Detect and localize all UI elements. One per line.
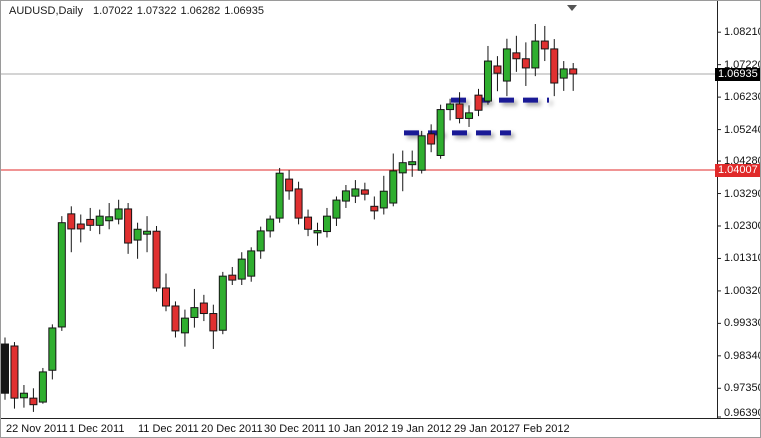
time-axis-label: 22 Nov 2011 xyxy=(6,423,68,435)
price-axis-label: 1.08210 xyxy=(724,26,761,39)
chart-title: AUDUSD,Daily 1.07022 1.07322 1.06282 1.06935 xyxy=(9,5,268,17)
candle-body xyxy=(313,230,322,234)
candle-body xyxy=(493,65,502,74)
candle-body xyxy=(114,208,123,220)
candle-body xyxy=(427,133,436,145)
candle-body xyxy=(218,275,227,331)
candle-body xyxy=(143,230,152,235)
candle-body xyxy=(247,250,256,277)
candle-body xyxy=(455,103,464,119)
price-axis-label: 0.97350 xyxy=(724,382,761,395)
time-axis-label: 20 Dec 2011 xyxy=(201,423,263,435)
candle-body xyxy=(465,112,474,119)
candle-body xyxy=(502,48,511,82)
candle-body xyxy=(417,135,426,171)
candle-body xyxy=(133,228,142,241)
current-price-box: 1.06935 xyxy=(715,67,760,81)
price-axis-label: 1.05240 xyxy=(724,123,761,136)
candle-body xyxy=(322,215,331,233)
candle-body xyxy=(228,274,237,281)
candle-body xyxy=(10,345,19,399)
price-axis-label: 0.96390 xyxy=(724,407,761,419)
price-axis-label: 0.99330 xyxy=(724,317,761,330)
candle-body xyxy=(124,208,133,244)
candle-body xyxy=(294,188,303,219)
high-value: 1.07322 xyxy=(136,5,177,17)
candle-body xyxy=(446,103,455,111)
candle-body xyxy=(531,40,540,69)
candle-body xyxy=(285,178,294,192)
candle-body xyxy=(304,216,313,230)
candle-body xyxy=(95,215,104,226)
candle-body xyxy=(512,52,521,60)
candle-body xyxy=(521,58,530,69)
time-axis[interactable]: 22 Nov 2011 1 Dec 2011 11 Dec 2011 20 Dec 2… xyxy=(1,419,760,437)
candle-body xyxy=(389,170,398,204)
candle-body xyxy=(360,189,369,195)
time-axis-label: 29 Jan 2012 xyxy=(454,423,515,435)
candle-body xyxy=(57,222,66,328)
candle-body xyxy=(370,205,379,212)
candle-body xyxy=(180,317,189,334)
candle-body xyxy=(86,218,95,226)
candle-body xyxy=(209,313,218,332)
candle-body xyxy=(67,213,76,230)
candle-body xyxy=(569,68,578,75)
price-axis-label: 1.06230 xyxy=(724,91,761,104)
time-axis-label: 1 Dec 2011 xyxy=(69,423,125,435)
level-price-box: 1.04007 xyxy=(715,163,760,177)
candle-body xyxy=(48,327,57,371)
open-value: 1.07022 xyxy=(92,5,133,17)
candle-body xyxy=(436,109,445,156)
price-axis-label: 1.02300 xyxy=(724,219,761,232)
price-axis-label: 1.01310 xyxy=(724,252,761,265)
candle-body xyxy=(105,216,114,222)
candle-body xyxy=(190,307,199,318)
candle-body xyxy=(237,258,246,280)
symbol-timeframe-label: AUDUSD,Daily xyxy=(9,5,83,17)
candle-body xyxy=(199,302,208,315)
time-axis-label: 19 Jan 2012 xyxy=(391,423,452,435)
candle-body xyxy=(341,190,350,202)
time-axis-label: 7 Feb 2012 xyxy=(514,423,570,435)
candle-body xyxy=(161,287,170,307)
candle-body xyxy=(76,223,85,230)
time-axis-label: 11 Dec 2011 xyxy=(138,423,199,435)
candle-body xyxy=(483,60,492,102)
candle-body xyxy=(19,392,28,399)
candle-body xyxy=(550,48,559,84)
candle-body xyxy=(540,40,549,50)
candle-body xyxy=(38,371,47,403)
candle-body xyxy=(266,218,275,232)
candle-body xyxy=(351,188,360,197)
candle-body xyxy=(29,397,38,406)
candle-body xyxy=(559,68,568,79)
time-axis-label: 10 Jan 2012 xyxy=(328,423,389,435)
candle-body xyxy=(379,190,388,209)
candle-body xyxy=(171,305,180,332)
close-value: 1.06935 xyxy=(224,5,265,17)
candle-body xyxy=(332,199,341,219)
price-axis-label: 1.03290 xyxy=(724,187,761,200)
price-axis-label: 1.00320 xyxy=(724,284,761,297)
candle-body xyxy=(408,161,417,166)
candle-body xyxy=(152,230,161,289)
candle-body xyxy=(474,94,483,111)
time-axis-label: 30 Dec 2011 xyxy=(264,423,326,435)
candle-body xyxy=(275,172,284,219)
candle-body xyxy=(1,343,9,394)
low-value: 1.06282 xyxy=(180,5,221,17)
price-axis-label: 0.98340 xyxy=(724,349,761,362)
scroll-marker-icon[interactable] xyxy=(567,5,577,11)
candle-body xyxy=(256,230,265,252)
candle-body xyxy=(398,162,407,174)
